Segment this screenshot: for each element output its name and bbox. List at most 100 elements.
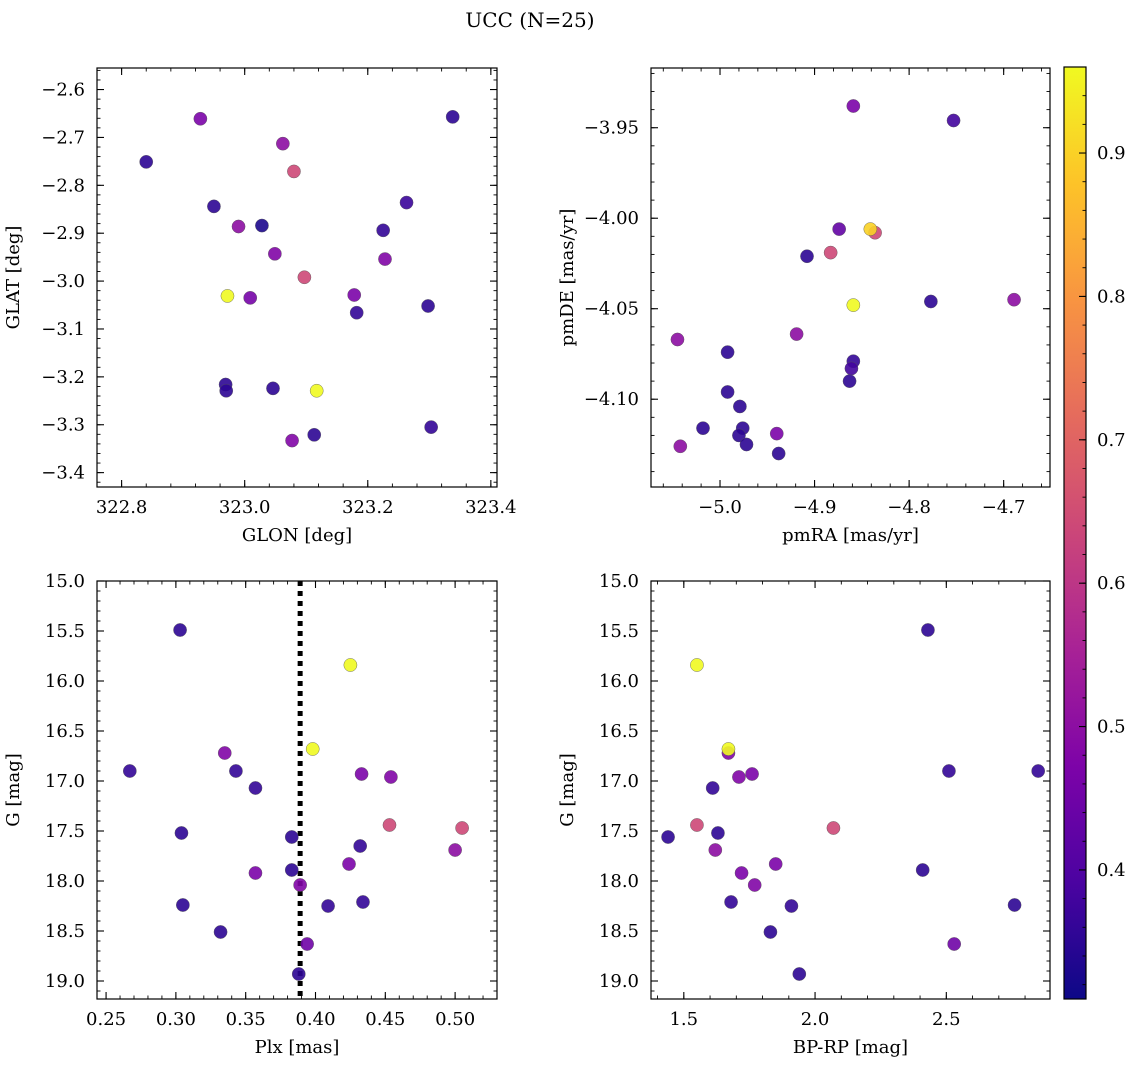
scatter-point: [732, 770, 746, 784]
x-tick-label: 0.50: [435, 1009, 475, 1030]
scatter-point: [846, 298, 861, 312]
panel-glon-glat: 322.8 323.0 323.2 323.4 −2.6 −2.7 −2.8 −2.9 −3.0…: [3, 67, 517, 546]
x-tick-label: −5.0: [698, 497, 742, 518]
y-tick-label: 16.5: [599, 721, 639, 742]
colorbar-tick-label: 0.7: [1097, 430, 1126, 451]
scatter-point: [690, 818, 704, 832]
scatter-point: [378, 252, 392, 266]
colorbar-gradient: [1064, 67, 1086, 999]
y-tick-label: −2.6: [41, 80, 85, 101]
scatter-point: [915, 863, 930, 877]
y-tick-label: 17.0: [599, 771, 639, 792]
panel-plx-g: 0.25 0.30 0.35 0.40 0.45 0.50 15.0 15.5 16.0 16.5…: [3, 571, 498, 1058]
x-tick-label: −4.9: [793, 497, 837, 518]
scatter-point: [382, 818, 397, 832]
y-tick-label: −3.4: [41, 463, 85, 484]
scatter-point: [690, 658, 704, 672]
x-tick-label: 2.5: [932, 1009, 961, 1030]
scatter-point: [193, 111, 208, 126]
scatter-point: [1007, 292, 1021, 307]
scatter-point: [747, 878, 762, 892]
scatter-point: [842, 374, 857, 388]
x-tick-label: 0.30: [156, 1009, 196, 1030]
scatter-point: [763, 925, 778, 939]
scatter-point: [342, 857, 356, 871]
scatter-point: [789, 327, 804, 341]
y-tick-label: 16.0: [45, 671, 85, 692]
scatter-point: [174, 826, 189, 840]
scatter-point: [248, 781, 263, 795]
scatter-point: [309, 383, 324, 398]
colorbar-tick-label: 0.6: [1097, 573, 1126, 594]
scatter-point: [176, 898, 190, 912]
plot-frame: [96, 580, 498, 1000]
y-axis-label: G [mag]: [557, 753, 578, 826]
scatter-point: [219, 383, 234, 398]
scatter-point: [285, 433, 299, 448]
x-tick-label: 323.0: [219, 497, 271, 518]
scatter-point: [455, 821, 469, 835]
x-tick-label: 0.35: [226, 1009, 266, 1030]
y-tick-label: 17.5: [45, 821, 85, 842]
scatter-point: [305, 742, 320, 756]
scatter-point: [769, 426, 784, 441]
plot-frame: [650, 67, 1051, 488]
y-tick-label: 17.0: [45, 771, 85, 792]
scatter-point: [347, 288, 362, 302]
y-tick-label: −2.9: [41, 223, 85, 244]
x-tick-label: −4.8: [887, 497, 931, 518]
scatter-point: [353, 839, 367, 853]
scatter-point: [739, 437, 754, 452]
x-axis-label: Plx [mas]: [255, 1037, 340, 1058]
plot-frame: [96, 67, 498, 488]
scatter-point: [207, 199, 221, 214]
scatter-point: [1031, 764, 1045, 778]
y-axis-label: GLAT [deg]: [3, 226, 24, 330]
y-tick-label: 19.0: [45, 971, 85, 992]
scatter-point: [384, 770, 398, 784]
scatter-point: [924, 294, 938, 309]
scatter-point: [661, 830, 675, 844]
y-tick-label: −2.8: [41, 175, 85, 196]
scatter-point: [243, 291, 258, 305]
scatter-point: [276, 136, 290, 151]
x-tick-label: 0.45: [365, 1009, 405, 1030]
data-layer: [123, 581, 469, 999]
scatter-point: [220, 289, 235, 303]
scatter-point: [705, 781, 720, 795]
x-tick-label: 1.5: [669, 1009, 698, 1030]
scatter-point: [846, 99, 861, 113]
scatter-point: [399, 195, 414, 210]
scatter-point: [356, 895, 370, 909]
y-tick-label: 18.0: [599, 871, 639, 892]
scatter-point: [947, 937, 961, 951]
y-tick-label: −4.10: [584, 389, 639, 410]
x-tick-label: 323.4: [465, 497, 517, 518]
scatter-point: [349, 305, 364, 320]
x-tick-label: 323.2: [342, 497, 394, 518]
scatter-point: [354, 767, 369, 781]
y-axis-label: pmDE [mas/yr]: [557, 209, 578, 347]
scatter-point: [139, 155, 154, 169]
scatter-point: [297, 270, 312, 285]
scatter-point: [946, 113, 961, 128]
data-layer: [661, 623, 1045, 981]
scatter-point: [670, 332, 685, 347]
scatter-point: [343, 658, 358, 672]
panel-pmra-pmde: −5.0 −4.9 −4.8 −4.7 −3.95 −4.00 −4.05 −4.10 pmRA…: [557, 67, 1051, 546]
data-layer: [670, 99, 1021, 461]
y-axis-label: G [mag]: [3, 753, 24, 826]
y-tick-label: 15.0: [45, 571, 85, 592]
scatter-point: [863, 222, 878, 236]
scatter-point: [445, 110, 460, 124]
y-tick-label: 18.5: [45, 921, 85, 942]
scatter-point: [300, 937, 314, 951]
scatter-point: [376, 223, 390, 238]
scatter-point: [284, 830, 299, 844]
y-tick-label: 19.0: [599, 971, 639, 992]
scatter-point: [229, 764, 243, 778]
plot-frame: [650, 580, 1051, 1000]
colorbar-frame: [1063, 66, 1087, 1000]
scatter-point: [733, 399, 747, 414]
scatter-point: [217, 746, 232, 760]
